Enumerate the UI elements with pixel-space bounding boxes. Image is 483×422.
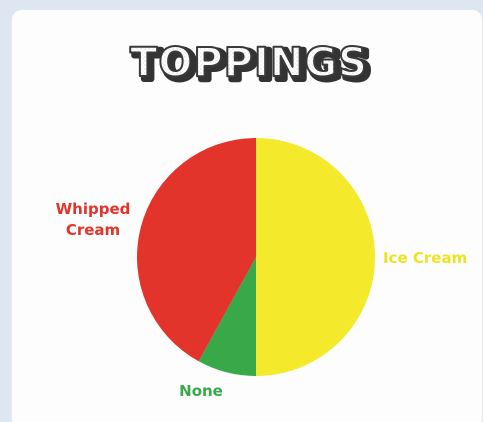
- chart-title-text: TOPPINGS: [130, 40, 368, 86]
- pie-label-line: Whipped: [56, 200, 131, 218]
- pie-slices: [136, 138, 375, 376]
- pie-label-line: Cream: [66, 221, 120, 239]
- pie-label-line: Ice Cream: [383, 249, 467, 267]
- pie-label-ice-cream: Ice Cream: [383, 249, 467, 267]
- chart-title-shadow: TOPPINGS: [134, 43, 372, 89]
- pie-slice-none: [198, 257, 256, 376]
- chart-title: TOPPINGS TOPPINGS: [129, 39, 374, 92]
- pie-labels: Ice Cream None Whipped Cream: [56, 200, 468, 400]
- pie-slice-whipped-cream: [136, 138, 256, 362]
- pie-label-line: None: [179, 382, 223, 400]
- pie-label-whipped-cream: Whipped Cream: [56, 200, 131, 239]
- pie-slice-ice-cream: [256, 138, 375, 376]
- pie-label-none: None: [179, 382, 223, 400]
